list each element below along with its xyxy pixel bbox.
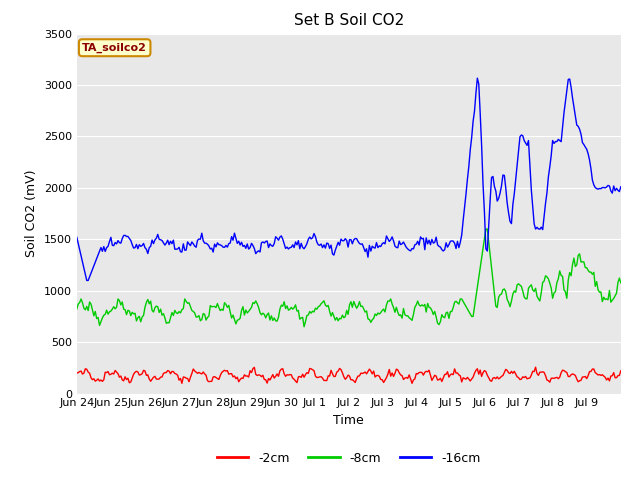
Legend: -2cm, -8cm, -16cm: -2cm, -8cm, -16cm (212, 447, 486, 469)
Text: TA_soilco2: TA_soilco2 (82, 43, 147, 53)
X-axis label: Time: Time (333, 414, 364, 427)
Y-axis label: Soil CO2 (mV): Soil CO2 (mV) (25, 170, 38, 257)
Title: Set B Soil CO2: Set B Soil CO2 (294, 13, 404, 28)
